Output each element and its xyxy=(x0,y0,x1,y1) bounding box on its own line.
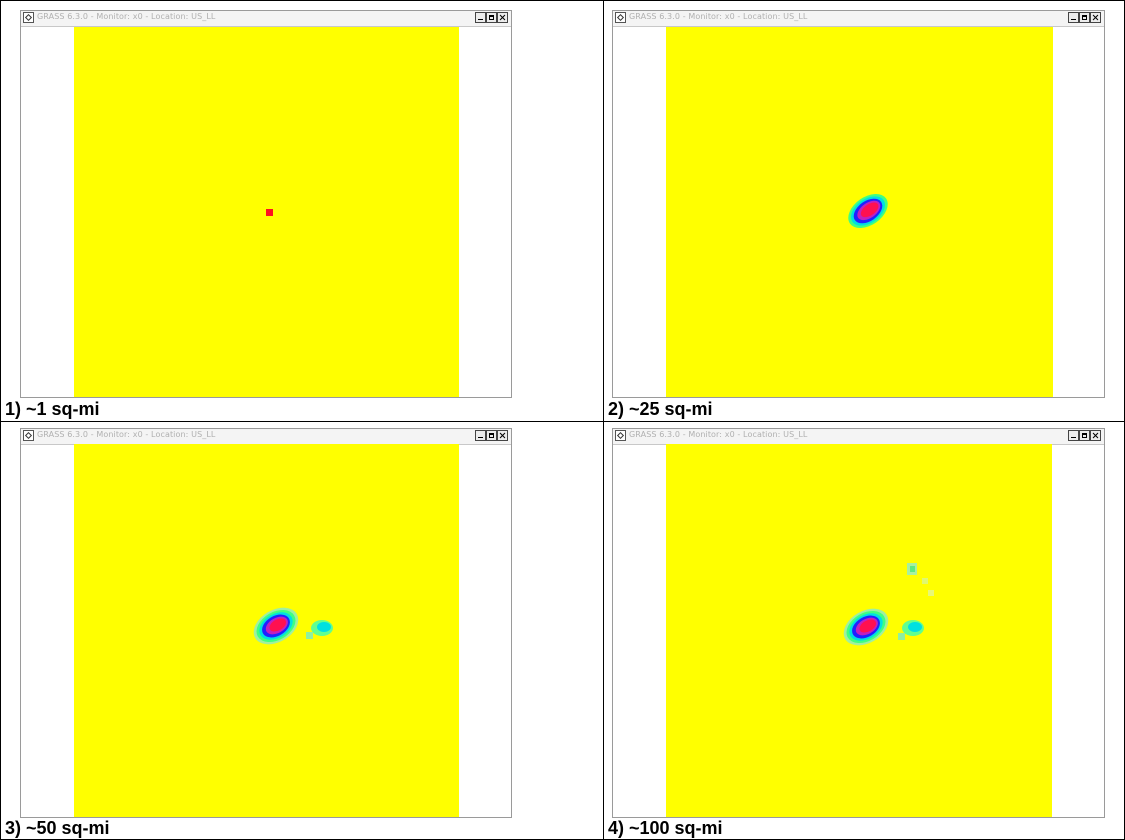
minimize-icon[interactable] xyxy=(1068,430,1079,441)
window-title: GRASS 6.3.0 - Monitor: x0 - Location: US… xyxy=(37,12,216,21)
grass-app-icon[interactable] xyxy=(23,430,34,441)
window-title: GRASS 6.3.0 - Monitor: x0 - Location: US… xyxy=(629,12,808,21)
grid-divider-horizontal xyxy=(0,0,1125,1)
raster-blob xyxy=(843,608,889,646)
close-icon[interactable] xyxy=(497,12,508,23)
raster-blob-small xyxy=(898,620,924,640)
grass-app-icon[interactable] xyxy=(23,12,34,23)
minimize-icon[interactable] xyxy=(475,430,486,441)
raster-cell-core xyxy=(266,209,273,216)
raster-blob xyxy=(848,193,888,229)
panel-caption: 3) ~50 sq-mi xyxy=(5,818,110,838)
minimize-icon[interactable] xyxy=(475,12,486,23)
grass-monitor-window[interactable]: GRASS 6.3.0 - Monitor: x0 - Location: US… xyxy=(20,10,512,398)
close-icon[interactable] xyxy=(1090,430,1101,441)
raster-blob-small xyxy=(306,620,333,639)
minimize-icon[interactable] xyxy=(1068,12,1079,23)
grass-app-icon[interactable] xyxy=(615,430,626,441)
panel-caption: 2) ~25 sq-mi xyxy=(608,399,713,419)
raster-blob-faint xyxy=(907,563,934,596)
grass-monitor-window[interactable]: GRASS 6.3.0 - Monitor: x0 - Location: US… xyxy=(612,428,1105,818)
window-titlebar[interactable]: GRASS 6.3.0 - Monitor: x0 - Location: US… xyxy=(613,11,1104,27)
close-icon[interactable] xyxy=(497,430,508,441)
raster-blob xyxy=(253,607,299,645)
close-icon[interactable] xyxy=(1090,12,1101,23)
panel-caption: 4) ~100 sq-mi xyxy=(608,818,723,838)
grid-divider-vertical xyxy=(603,0,604,840)
window-title: GRASS 6.3.0 - Monitor: x0 - Location: US… xyxy=(37,430,216,439)
grid-divider-vertical xyxy=(0,0,1,840)
grid-divider-horizontal xyxy=(0,421,1125,422)
window-titlebar[interactable]: GRASS 6.3.0 - Monitor: x0 - Location: US… xyxy=(21,11,511,27)
grass-app-icon[interactable] xyxy=(615,12,626,23)
panel-caption: 1) ~1 sq-mi xyxy=(5,399,100,419)
window-title: GRASS 6.3.0 - Monitor: x0 - Location: US… xyxy=(629,430,808,439)
